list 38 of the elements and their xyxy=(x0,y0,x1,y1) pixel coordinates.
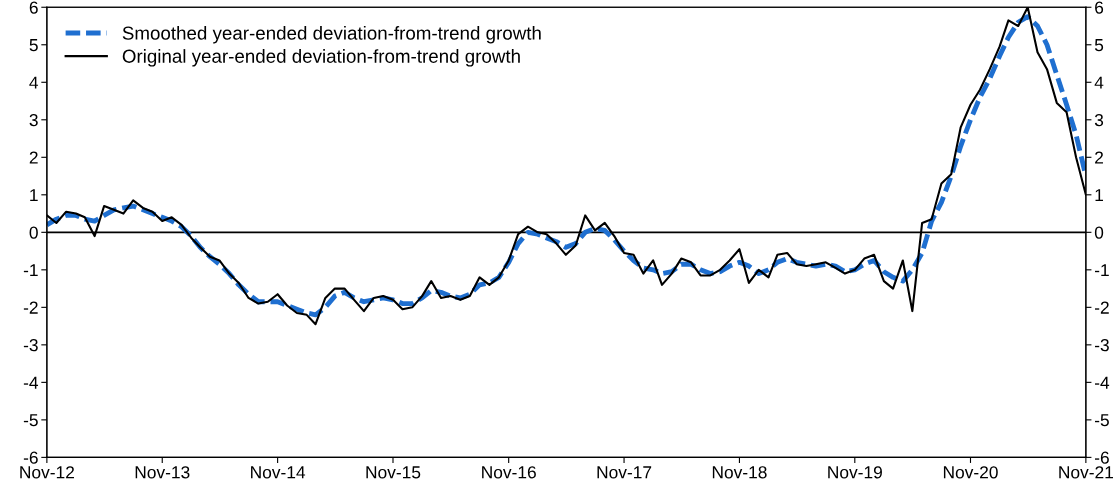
y-tick-label: -3 xyxy=(23,339,38,352)
y2-tick-label: 4 xyxy=(1094,76,1104,89)
y-tick-label: -4 xyxy=(23,376,39,389)
y2-tick-label: 6 xyxy=(1095,1,1104,14)
y2-tick-label: -6 xyxy=(1094,451,1109,464)
legend-label: Original year-ended deviation-from-trend growth xyxy=(122,49,520,67)
x-tick-label: Nov-14 xyxy=(251,466,306,479)
y2-tick-label: 1 xyxy=(1095,189,1104,202)
y2-tick-label: -3 xyxy=(1094,339,1109,352)
x-tick-label: Nov-19 xyxy=(828,466,882,479)
y-tick-label: -6 xyxy=(23,451,38,464)
y-tick-label: -1 xyxy=(23,264,38,277)
y-tick-label: -5 xyxy=(23,414,38,427)
x-tick-label: Nov-20 xyxy=(943,466,998,479)
legend-label: Smoothed year-ended deviation-from-trend growth xyxy=(122,26,541,44)
x-tick-label: Nov-18 xyxy=(712,466,767,479)
y-tick-label: 1 xyxy=(30,189,38,202)
x-tick-label: Nov-12 xyxy=(20,466,74,479)
y2-tick-label: 5 xyxy=(1094,39,1104,52)
y2-tick-label: -1 xyxy=(1094,264,1109,277)
y-tick-label: 3 xyxy=(29,113,38,127)
x-tick-label: Nov-16 xyxy=(482,466,536,479)
x-tick-label: Nov-21 xyxy=(1059,466,1114,479)
y2-tick-label: 3 xyxy=(1094,113,1104,127)
x-tick-label: Nov-17 xyxy=(597,466,652,479)
y-tick-label: 6 xyxy=(29,1,38,14)
y2-tick-label: 0 xyxy=(1094,226,1104,239)
y-tick-label: 5 xyxy=(29,39,38,52)
y2-tick-label: -2 xyxy=(1094,301,1109,314)
y-tick-label: 2 xyxy=(29,151,38,164)
x-tick-label: Nov-13 xyxy=(135,466,190,479)
y-tick-label: 0 xyxy=(29,226,38,239)
y-tick-label: 4 xyxy=(29,76,39,89)
y2-tick-label: -5 xyxy=(1094,414,1109,427)
y2-tick-label: 2 xyxy=(1095,151,1103,164)
x-tick-label: Nov-15 xyxy=(366,466,421,479)
y2-tick-label: -4 xyxy=(1094,376,1110,389)
y-tick-label: -2 xyxy=(23,301,38,314)
